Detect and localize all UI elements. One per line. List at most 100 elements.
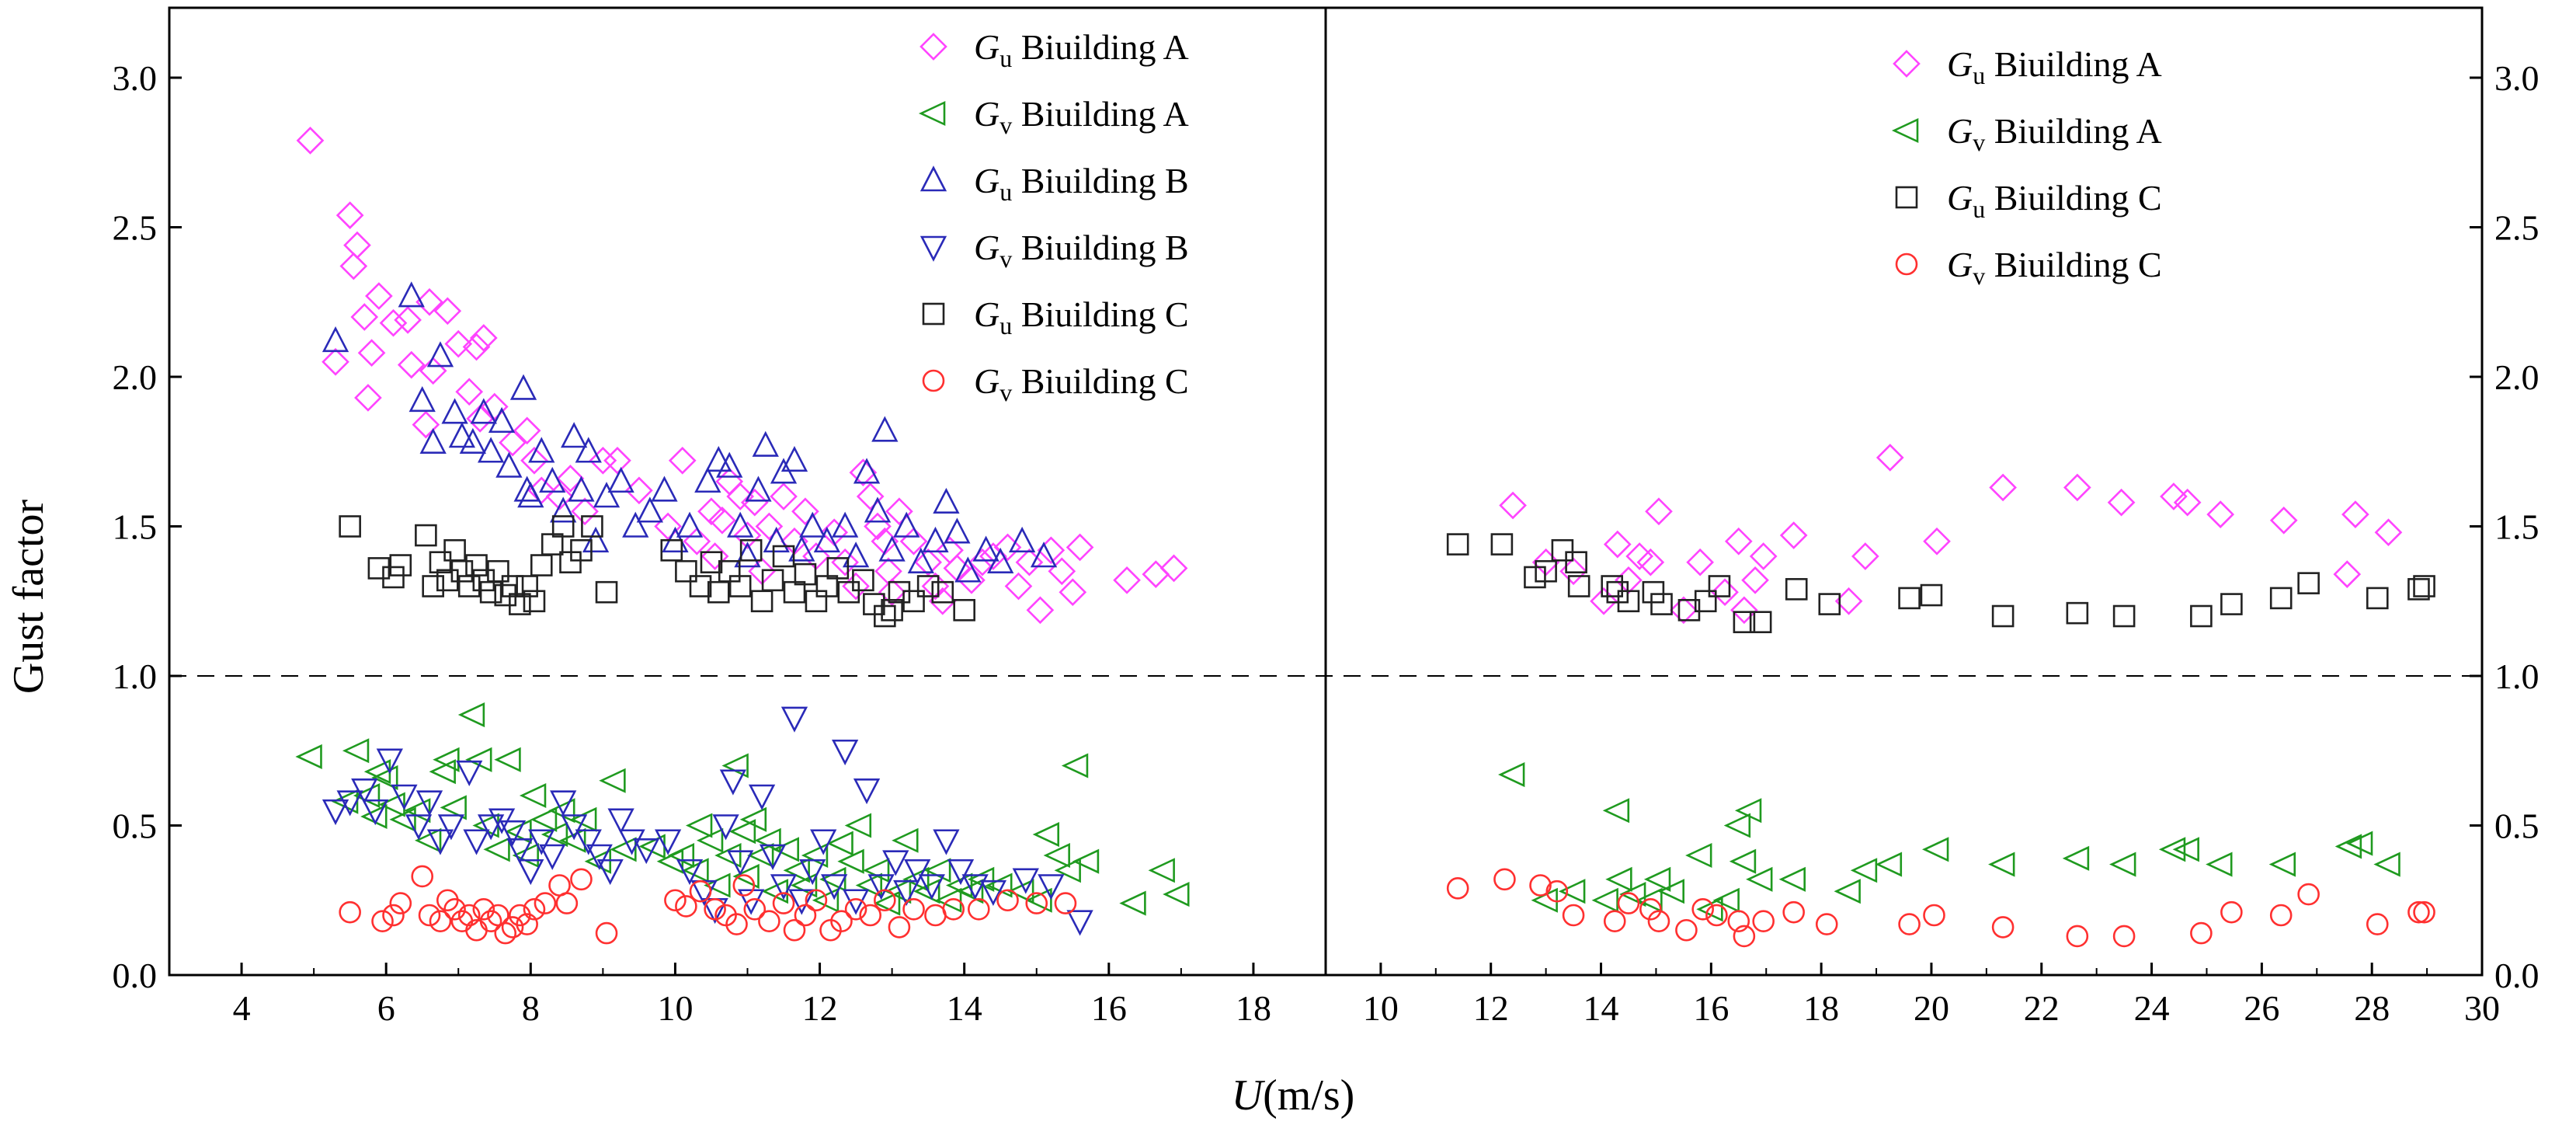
data-point — [448, 422, 476, 448]
data-point — [391, 784, 418, 810]
data-point — [1815, 913, 1838, 935]
data-point — [1657, 879, 1684, 904]
data-point — [1921, 837, 1949, 862]
y-tick-label-left: 0.5 — [113, 806, 158, 846]
data-point — [436, 569, 459, 592]
data-point — [2374, 518, 2403, 547]
data-point — [494, 921, 517, 945]
data-point — [1446, 533, 1469, 556]
x-tick-label: 28 — [2354, 988, 2390, 1028]
data-point — [738, 889, 765, 915]
data-point — [683, 527, 711, 556]
data-point — [398, 281, 425, 308]
data-point — [443, 898, 466, 921]
series-gv-biuilding-c — [1446, 868, 2435, 948]
data-point — [488, 406, 516, 434]
axes: 0.0 0.0 0.5 0.5 1.0 1.0 1.5 1.5 2.0 2.0 2.5 2.5 3.0 3… — [113, 58, 2539, 1028]
data-point — [371, 910, 394, 932]
data-point — [864, 496, 892, 523]
y-tick-label-right: 1.0 — [2494, 657, 2539, 696]
series-gv-biuilding-c — [339, 865, 1077, 945]
data-point — [441, 398, 468, 424]
data-point — [855, 872, 883, 898]
data-point — [357, 339, 386, 367]
data-point — [379, 308, 408, 337]
data-point — [748, 784, 776, 810]
data-point — [2160, 482, 2188, 510]
series-gu-biuilding-c — [1446, 533, 2435, 634]
data-point — [339, 900, 361, 924]
data-point — [689, 575, 712, 597]
data-point — [1026, 596, 1055, 625]
data-point — [788, 889, 815, 915]
data-point — [561, 814, 588, 841]
data-point — [295, 744, 322, 769]
series-gu-biuilding-b — [322, 281, 1058, 583]
data-point — [1562, 904, 1585, 927]
data-point — [1558, 879, 1586, 904]
legend-label: Gu Biuilding A — [974, 27, 1189, 72]
data-point — [922, 526, 949, 553]
data-point — [878, 535, 906, 562]
data-point — [2206, 500, 2235, 528]
data-point — [1545, 879, 1569, 903]
data-point — [1030, 542, 1058, 568]
legend-label: Gu Biuilding C — [974, 294, 1189, 340]
data-point — [429, 910, 452, 932]
data-point — [466, 405, 495, 433]
data-point — [2109, 852, 2136, 877]
data-point — [882, 850, 909, 876]
data-point — [1741, 566, 1769, 594]
data-point — [339, 515, 361, 538]
data-point — [859, 904, 882, 927]
data-point — [931, 580, 954, 604]
legend-marker — [1891, 117, 1919, 144]
x-tick-label: 12 — [802, 988, 838, 1028]
data-point — [495, 451, 523, 478]
data-point — [993, 533, 1022, 562]
data-point — [581, 515, 603, 538]
data-point — [1529, 874, 1552, 897]
legend-building: Biuilding C — [1012, 294, 1188, 334]
data-point — [844, 813, 872, 838]
y-tick-label-left: 3.0 — [113, 58, 158, 98]
data-point — [750, 590, 773, 613]
data-point — [2268, 852, 2296, 877]
data-point — [550, 790, 577, 817]
data-point — [2190, 921, 2213, 945]
data-point — [568, 475, 595, 502]
data-point — [530, 554, 553, 576]
data-point — [1603, 530, 1632, 559]
data-point — [455, 378, 484, 406]
data-point — [371, 765, 398, 790]
data-point — [494, 583, 517, 607]
data-point — [1724, 527, 1753, 556]
data-point — [1727, 910, 1750, 932]
y-tick-label-right: 2.0 — [2494, 357, 2539, 397]
data-point — [728, 819, 756, 845]
y-tick-label-left: 2.5 — [113, 208, 158, 248]
data-point — [812, 887, 840, 913]
legend-subscript: v — [1973, 262, 1985, 290]
data-point — [479, 910, 502, 932]
data-point — [826, 557, 850, 580]
data-point — [394, 306, 422, 334]
data-point — [853, 458, 881, 484]
data-point — [837, 580, 860, 604]
data-point — [740, 488, 769, 517]
data-point — [426, 341, 454, 367]
legend-building: Biuilding B — [1012, 228, 1188, 267]
data-point — [607, 808, 634, 834]
data-point — [408, 385, 436, 413]
data-point — [728, 575, 752, 597]
data-point — [1898, 587, 1921, 610]
data-point — [2220, 593, 2243, 615]
plot-frame — [168, 6, 2484, 977]
data-point — [1066, 910, 1093, 936]
data-point — [1991, 604, 2015, 628]
data-point — [550, 496, 577, 523]
data-point — [694, 466, 721, 493]
data-point — [603, 446, 631, 475]
data-point — [968, 898, 990, 921]
data-point — [2220, 900, 2243, 924]
